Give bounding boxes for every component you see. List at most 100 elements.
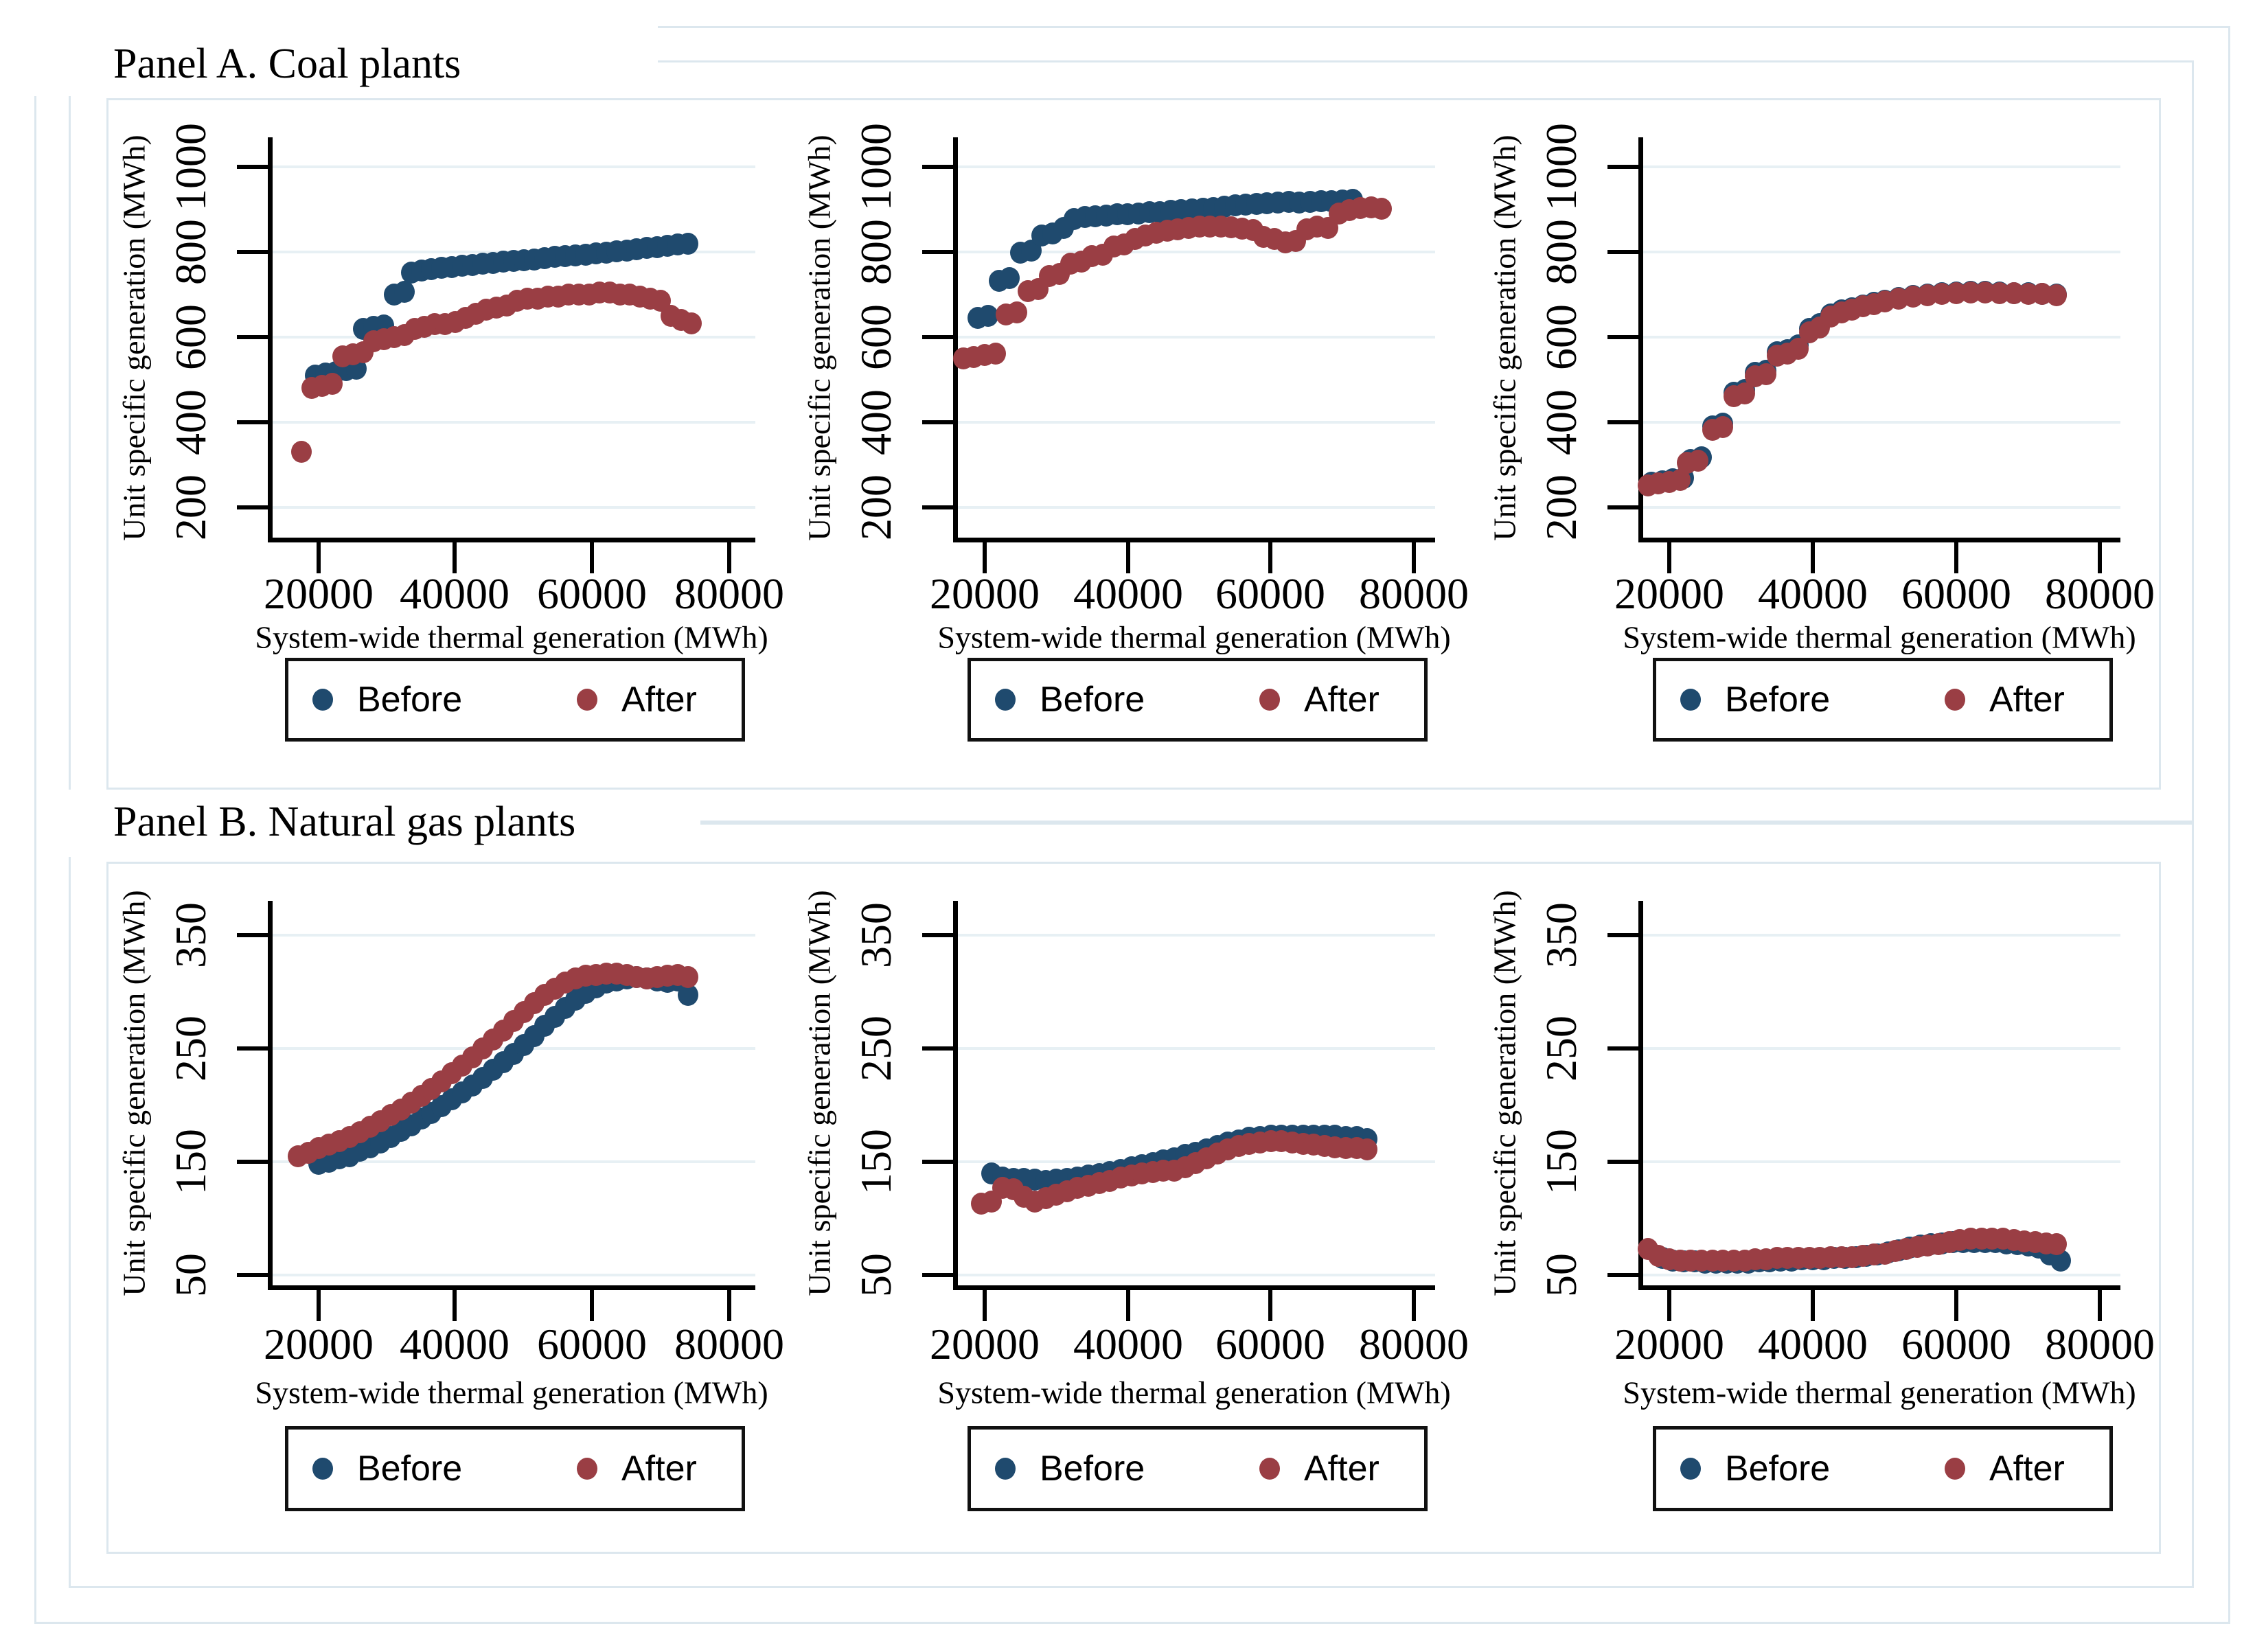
plot-b2-legend-after-label: After <box>1304 1449 1380 1489</box>
plot-a2-y-axis <box>953 137 958 542</box>
plot-b1-xtick-80000 <box>727 1290 731 1321</box>
plot-a3-ytick-400 <box>1607 420 1638 424</box>
plot-b2-yticklabel-250: 250 <box>851 1016 900 1081</box>
plot-a2-yticklabel-200: 200 <box>851 474 900 540</box>
plot-a2-xtick-80000 <box>1412 542 1416 573</box>
plot-b2-xticklabel-80000: 80000 <box>1359 1320 1469 1368</box>
plot-a2-legend-before-marker-icon <box>995 689 1016 711</box>
plot-b1-legend-before-marker-icon <box>312 1458 333 1480</box>
plot-b1-y-axis <box>268 901 273 1290</box>
plot-b3-yticklabel-350: 350 <box>1537 902 1586 968</box>
plot-b3-after-point-38 <box>2046 1233 2068 1256</box>
plot-b1-xtick-20000 <box>317 1290 321 1321</box>
plot-a3-xticklabel-80000: 80000 <box>2045 569 2155 618</box>
panel-b-plot-border <box>106 862 2161 1554</box>
plot-a2-xticklabel-80000: 80000 <box>1359 569 1469 618</box>
plot-a2-xtick-20000 <box>983 542 987 573</box>
plot-a2-xtick-60000 <box>1268 542 1272 573</box>
plot-b3-ytick-50 <box>1607 1273 1638 1277</box>
plot-a1-gridline-200 <box>268 506 755 509</box>
plot-b1-legend: Before After <box>285 1426 745 1511</box>
plot-a3-xtick-80000 <box>2098 542 2102 573</box>
plot-a2-ytick-400 <box>922 420 953 424</box>
plot-b3-legend: Before After <box>1653 1426 2113 1511</box>
plot-b3-legend-before-label: Before <box>1725 1449 1831 1489</box>
plot-a1-xtick-40000 <box>453 542 457 573</box>
plot-b1-yticklabel-350: 350 <box>166 902 215 968</box>
plot-a1-legend-before-marker-icon <box>312 689 333 711</box>
plot-a2-ytick-1000 <box>922 165 953 169</box>
plot-a1-xticklabel-60000: 60000 <box>537 569 647 618</box>
plot-a3-xtick-40000 <box>1811 542 1815 573</box>
plot-a3-y-axis <box>1638 137 1643 542</box>
plot-a1-gridline-1000 <box>268 165 755 168</box>
plot-a2-ytick-800 <box>922 250 953 254</box>
plot-a2-yticklabel-600: 600 <box>851 304 900 370</box>
plot-b3-xtick-60000 <box>1954 1290 1958 1321</box>
plot-b2-gridline-50 <box>953 1274 1435 1276</box>
plot-a3-after-point-11 <box>1756 363 1777 385</box>
plot-b2-xticklabel-60000: 60000 <box>1215 1320 1325 1368</box>
plot-a1-legend-after-label: After <box>621 680 697 720</box>
plot-a2-xtick-40000 <box>1126 542 1130 573</box>
plot-b3-x-axis <box>1638 1285 2120 1290</box>
plot-a3-yticklabel-200: 200 <box>1537 474 1586 540</box>
plot-a2-legend-after-label: After <box>1304 680 1380 720</box>
plot-a3-legend-after-label: After <box>1989 680 2065 720</box>
plot-b1-x-axis <box>268 1285 755 1290</box>
plot-a1-gridline-600 <box>268 336 755 339</box>
plot-b2-gridline-350 <box>953 934 1435 937</box>
plot-b2-xtick-20000 <box>983 1290 987 1321</box>
plot-a3-after-point-7 <box>1713 416 1734 439</box>
plot-a2-gridline-800 <box>953 251 1435 253</box>
plot-b2-legend-before-label: Before <box>1040 1449 1145 1489</box>
plot-b1-xticklabel-20000: 20000 <box>264 1320 374 1368</box>
plot-a3-xtick-60000 <box>1954 542 1958 573</box>
plot-a2-gridline-200 <box>953 506 1435 509</box>
plot-b1-gridline-150 <box>268 1160 755 1163</box>
plot-a1-yticklabel-200: 200 <box>166 474 215 540</box>
plot-b2-legend-after-marker-icon <box>1259 1458 1280 1480</box>
plot-b3-yticklabel-50: 50 <box>1537 1253 1586 1297</box>
plot-b2-legend: Before After <box>968 1426 1428 1511</box>
plot-a3-yticklabel-600: 600 <box>1537 304 1586 370</box>
plot-b1-legend-after-marker-icon <box>577 1458 597 1480</box>
plot-a2-x-axis <box>953 538 1435 542</box>
plot-b2-y-axis <box>953 901 958 1290</box>
panel-a-region-border <box>69 60 2194 823</box>
plot-b2-xticklabel-20000: 20000 <box>930 1320 1040 1368</box>
plot-b1-yticklabel-150: 150 <box>166 1129 215 1195</box>
plot-b1-x-axis-title: System-wide thermal generation (MWh) <box>255 1375 768 1410</box>
plot-b3-gridline-350 <box>1638 934 2120 937</box>
outer-border <box>34 26 2230 1624</box>
plot-a3-yticklabel-400: 400 <box>1537 389 1586 455</box>
plot-b3-ytick-250 <box>1607 1046 1638 1051</box>
plot-a3-x-axis <box>1638 538 2120 542</box>
plot-b2-x-axis <box>953 1285 1435 1290</box>
plot-b1-legend-before-label: Before <box>357 1449 463 1489</box>
plot-a1-ytick-800 <box>237 250 268 254</box>
plot-a1-after-point-38 <box>681 312 702 334</box>
plot-a3-gridline-400 <box>1638 421 2120 424</box>
plot-a3-gridline-600 <box>1638 336 2120 339</box>
plot-b3-xticklabel-20000: 20000 <box>1614 1320 1724 1368</box>
plot-a2-xticklabel-40000: 40000 <box>1073 569 1183 618</box>
plot-b3-xtick-40000 <box>1811 1290 1815 1321</box>
plot-b2-ytick-150 <box>922 1160 953 1164</box>
plot-b3-xtick-20000 <box>1667 1290 1671 1321</box>
plot-b2-ytick-250 <box>922 1046 953 1051</box>
plot-a1-yticklabel-1000: 1000 <box>166 123 215 211</box>
plot-a2-yticklabel-1000: 1000 <box>851 123 900 211</box>
plot-b1-ytick-50 <box>237 1273 268 1277</box>
plot-a3-xtick-20000 <box>1667 542 1671 573</box>
plot-b2-gridline-250 <box>953 1047 1435 1050</box>
plot-a1-after-point-3 <box>321 373 343 395</box>
plot-a3-gridline-800 <box>1638 251 2120 253</box>
plot-b2-x-axis-title: System-wide thermal generation (MWh) <box>937 1375 1451 1410</box>
plot-b2-yticklabel-50: 50 <box>851 1253 900 1297</box>
plot-a2-gridline-600 <box>953 336 1435 339</box>
plot-a1-legend: Before After <box>285 658 745 742</box>
plot-b2-xtick-80000 <box>1412 1290 1416 1321</box>
plot-a3-legend-after-marker-icon <box>1945 689 1965 711</box>
plot-b3-gridline-150 <box>1638 1160 2120 1163</box>
